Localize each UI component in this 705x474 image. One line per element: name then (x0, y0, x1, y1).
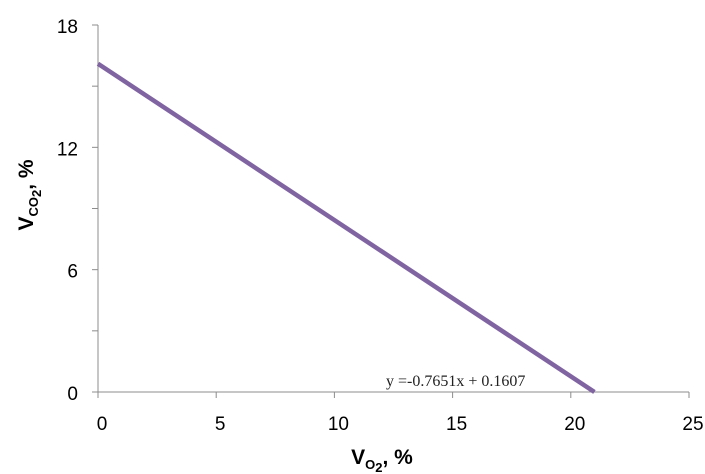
x-ticks: 0 5 10 15 20 25 (97, 392, 704, 435)
x-axis-title-main: V (351, 446, 365, 469)
trendline-equation: y =-0.7651x + 0.1607 (386, 373, 525, 390)
y-ticks: 0 6 12 18 (57, 17, 98, 405)
x-tick-label: 20 (564, 414, 585, 435)
y-axis-title-main: V (15, 217, 38, 231)
y-tick-label: 6 (67, 262, 78, 283)
x-axis-title-sub: O (365, 457, 375, 472)
y-axis-title: VCO2, % (15, 159, 44, 230)
x-tick-label: 5 (215, 414, 226, 435)
x-tick-label: 0 (97, 414, 108, 435)
y-tick-label: 18 (57, 17, 78, 38)
series-layer (96, 61, 596, 394)
x-tick-label: 25 (682, 414, 703, 435)
x-tick-label: 15 (446, 414, 467, 435)
y-axis-title-unit: , % (15, 159, 38, 190)
chart-axes (97, 25, 689, 393)
x-axis-title: VO2, % (351, 446, 413, 474)
series-line (96, 61, 596, 394)
x-axis-title-unit: , % (383, 446, 414, 469)
y-tick-label: 0 (67, 384, 78, 405)
y-axis-title-sub: CO (26, 197, 41, 217)
x-axis-title-sub-small: 2 (375, 460, 382, 474)
y-tick-label: 12 (57, 139, 78, 160)
y-axis-title-sub-small: 2 (29, 190, 44, 197)
x-tick-label: 10 (328, 414, 349, 435)
